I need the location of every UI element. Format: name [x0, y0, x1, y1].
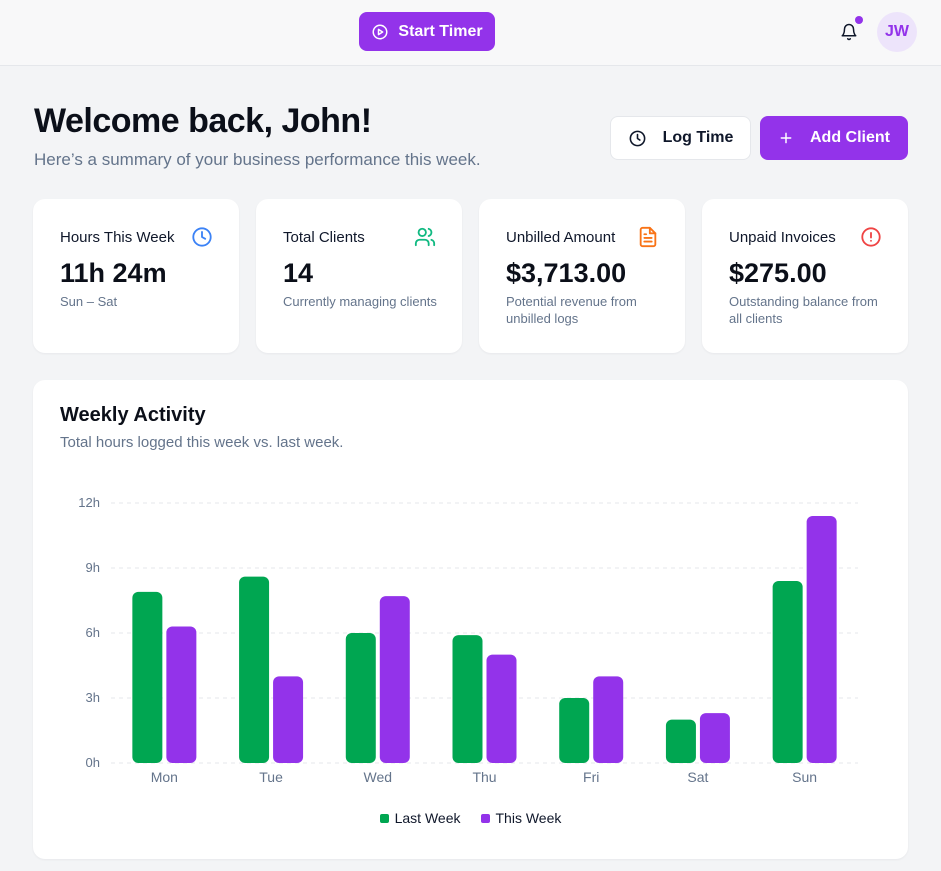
- stat-description: Potential revenue from unbilled logs: [506, 294, 637, 326]
- x-tick-label: Sat: [687, 769, 708, 785]
- legend-item[interactable]: Last Week: [379, 810, 461, 826]
- bar-last-week-tue[interactable]: [239, 576, 270, 763]
- page-subtitle: Here’s a summary of your business perfor…: [34, 150, 481, 169]
- stat-card-hours: Hours This Week 11h 24m Sun – Sat: [33, 199, 239, 353]
- add-client-label: Add Client: [810, 129, 890, 146]
- panel-title: Weekly Activity: [60, 404, 206, 426]
- bar-this-week-fri[interactable]: [593, 676, 624, 763]
- bar-last-week-sun[interactable]: [772, 581, 803, 763]
- bar-last-week-wed[interactable]: [345, 633, 376, 763]
- legend-swatch: [480, 813, 490, 823]
- y-tick-label: 3h: [86, 690, 100, 705]
- y-tick-label: 9h: [86, 560, 100, 575]
- clock-icon: [192, 227, 212, 247]
- clock-icon: [629, 130, 645, 146]
- bar-last-week-fri[interactable]: [559, 698, 590, 763]
- bar-last-week-sat[interactable]: [665, 719, 696, 763]
- bar-this-week-thu[interactable]: [486, 654, 517, 763]
- file-text-icon: [639, 226, 657, 248]
- stat-label: Total Clients: [283, 229, 365, 246]
- bar-this-week-mon[interactable]: [166, 626, 197, 764]
- stat-value: $275.00: [729, 258, 827, 288]
- alert-circle-icon: [861, 227, 881, 247]
- x-tick-label: Wed: [364, 769, 393, 785]
- start-timer-label: Start Timer: [398, 22, 483, 40]
- add-client-button[interactable]: Add Client: [760, 116, 908, 160]
- page-title: Welcome back, John!: [34, 102, 372, 140]
- stat-card-unpaid: Unpaid Invoices $275.00 Outstanding bala…: [702, 199, 908, 353]
- legend-label: This Week: [495, 810, 562, 826]
- legend-label: Last Week: [394, 810, 461, 826]
- bar-last-week-thu[interactable]: [452, 635, 483, 763]
- legend-swatch: [379, 813, 389, 823]
- legend-item[interactable]: This Week: [480, 810, 562, 826]
- stat-description: Sun – Sat: [60, 294, 118, 309]
- x-tick-label: Sun: [792, 769, 817, 785]
- stat-description: Outstanding balance from all clients: [729, 294, 878, 326]
- x-tick-label: Thu: [472, 769, 496, 785]
- y-tick-label: 0h: [86, 755, 100, 770]
- chart-legend: Last Week This Week: [33, 810, 908, 826]
- y-tick-label: 6h: [86, 625, 100, 640]
- notification-dot: [855, 16, 863, 24]
- bar-this-week-wed[interactable]: [379, 596, 410, 763]
- weekly-activity-panel: Weekly Activity Total hours logged this …: [33, 380, 908, 859]
- x-tick-label: Fri: [583, 769, 599, 785]
- stat-value: 11h 24m: [60, 258, 167, 288]
- stat-value: 14: [283, 258, 314, 288]
- stat-label: Hours This Week: [60, 229, 175, 246]
- top-bar: Start Timer JW: [0, 0, 941, 66]
- stat-label: Unpaid Invoices: [729, 229, 836, 246]
- stat-label: Unbilled Amount: [506, 229, 616, 246]
- avatar-initials: JW: [885, 23, 909, 40]
- users-icon: [414, 227, 436, 247]
- bar-this-week-sat[interactable]: [699, 713, 730, 763]
- notifications-button[interactable]: [836, 19, 862, 45]
- user-avatar[interactable]: JW: [877, 12, 917, 52]
- y-tick-label: 12h: [78, 495, 100, 510]
- x-tick-label: Mon: [151, 769, 178, 785]
- plus-icon: [780, 132, 792, 144]
- panel-subtitle: Total hours logged this week vs. last we…: [60, 434, 344, 451]
- play-circle-icon: [372, 24, 388, 39]
- bar-last-week-mon[interactable]: [132, 591, 163, 763]
- stat-card-unbilled: Unbilled Amount $3,713.00 Potential reve…: [479, 199, 685, 353]
- log-time-button[interactable]: Log Time: [610, 116, 751, 160]
- weekly-activity-chart: 0h 3h 6h 9h 12h Mon Tue Wed Thu Fri Sat Sun: [78, 495, 858, 785]
- x-tick-label: Tue: [259, 769, 283, 785]
- log-time-label: Log Time: [662, 129, 734, 146]
- stat-description: Currently managing clients: [283, 294, 437, 309]
- bell-icon: [841, 23, 857, 41]
- start-timer-button[interactable]: Start Timer: [359, 12, 495, 51]
- bar-this-week-sun[interactable]: [806, 516, 837, 763]
- stat-card-clients: Total Clients 14 Currently managing clie…: [256, 199, 462, 353]
- bar-this-week-tue[interactable]: [273, 676, 304, 763]
- stat-value: $3,713.00: [506, 258, 627, 288]
